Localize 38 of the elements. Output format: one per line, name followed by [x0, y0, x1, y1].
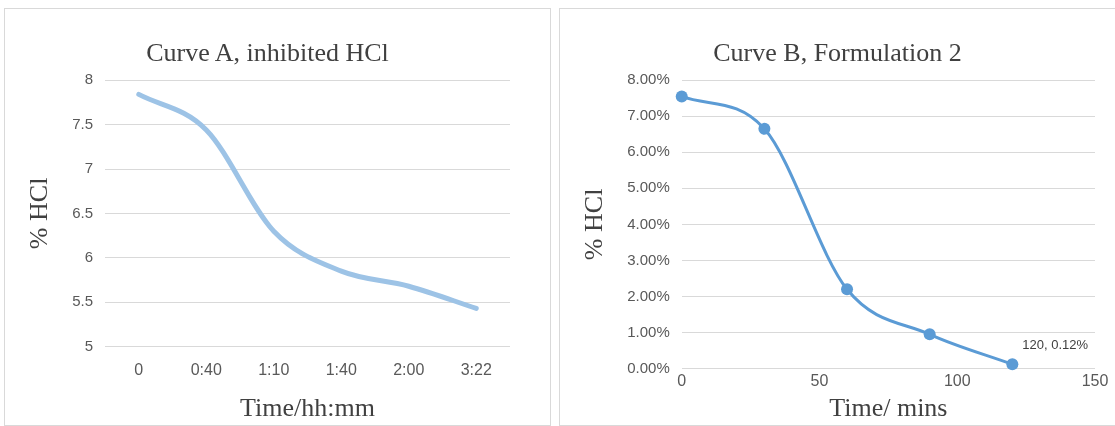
x-tick-label: 1:40: [325, 360, 357, 378]
y-tick-label: 5.00%: [627, 178, 670, 196]
x-tick-label: 2:00: [393, 360, 425, 378]
chart-title: Curve A, inhibited HCl: [146, 38, 389, 68]
point: [841, 283, 854, 296]
y-tick-label: 8.00%: [627, 70, 670, 88]
data-label: 120, 0.12%: [1022, 337, 1089, 353]
point: [1006, 358, 1019, 371]
y-tick-label: 6.00%: [627, 142, 670, 160]
y-tick-label: 1.00%: [627, 322, 670, 340]
y-tick-label: 0.00%: [627, 358, 670, 376]
y-axis-title: % HCl: [579, 188, 609, 261]
y-tick-label: 6: [84, 247, 94, 265]
x-tick-label: 1:10: [258, 360, 290, 378]
x-tick-label: 0:40: [190, 360, 222, 378]
y-tick-label: 3.00%: [627, 250, 670, 268]
y-tick-label: 5.5: [72, 292, 94, 310]
y-axis-title: % HCl: [24, 177, 54, 250]
y-tick-label: 5: [84, 336, 94, 354]
y-tick-label: 7: [84, 159, 94, 177]
x-axis-title: Time/ mins: [829, 393, 948, 423]
y-tick-label: 2.00%: [627, 286, 670, 304]
point: [758, 122, 771, 135]
y-tick-label: 8: [84, 70, 94, 88]
x-tick-label: 150: [1081, 371, 1109, 389]
point: [675, 90, 688, 103]
chart-title: Curve B, Formulation 2: [713, 38, 962, 68]
x-tick-label: 0: [677, 371, 687, 389]
y-tick-label: 7.00%: [627, 106, 670, 124]
x-tick-label: 3:22: [460, 360, 492, 378]
x-tick-label: 50: [810, 371, 829, 389]
x-axis-title: Time/hh:mm: [240, 393, 375, 423]
y-tick-label: 7.5: [72, 114, 94, 132]
point: [923, 328, 936, 341]
y-tick-label: 4.00%: [627, 214, 670, 232]
x-tick-label: 100: [943, 371, 971, 389]
y-tick-label: 6.5: [72, 203, 94, 221]
x-tick-label: 0: [134, 360, 144, 378]
